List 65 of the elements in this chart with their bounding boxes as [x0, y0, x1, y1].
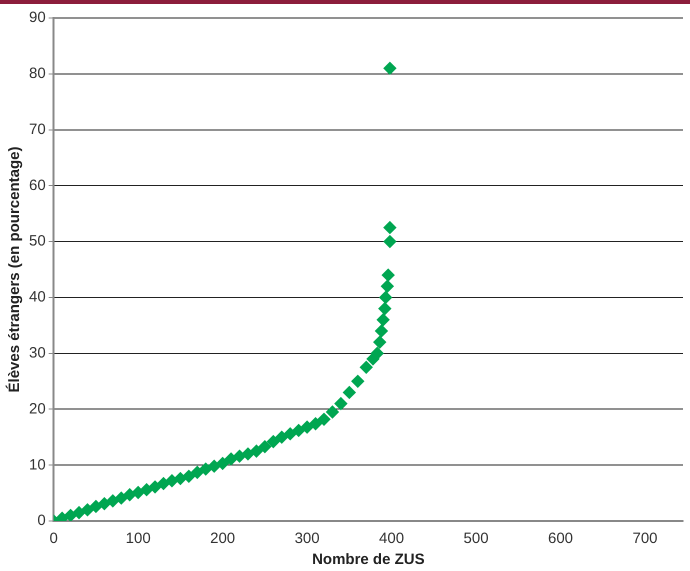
- x-tick-label: 0: [50, 530, 58, 548]
- point: [383, 62, 396, 75]
- point: [208, 460, 221, 473]
- x-axis-title: Nombre de ZUS: [312, 551, 425, 568]
- point: [373, 336, 386, 349]
- point: [382, 268, 395, 282]
- y-tick-label: 10: [28, 456, 46, 474]
- point: [140, 483, 154, 496]
- point: [182, 470, 196, 483]
- y-tick-label: 50: [28, 232, 46, 250]
- point: [174, 472, 187, 486]
- x-tick-label: 500: [464, 530, 489, 548]
- point: [342, 386, 356, 399]
- point: [317, 412, 330, 426]
- point: [216, 456, 230, 470]
- x-tick-label: 400: [379, 530, 404, 548]
- point: [376, 313, 390, 326]
- y-tick-label: 90: [28, 9, 46, 26]
- point: [334, 397, 348, 410]
- point: [148, 480, 162, 494]
- x-tick-label: 700: [632, 530, 658, 548]
- y-tick-label: 40: [28, 288, 46, 306]
- y-tick-label: 80: [28, 65, 46, 82]
- x-tick-label: 300: [294, 530, 320, 548]
- point: [383, 221, 396, 234]
- x-tick-label: 200: [210, 530, 236, 548]
- point: [275, 430, 288, 444]
- x-tick-label: 600: [548, 530, 574, 548]
- point: [374, 324, 388, 338]
- point: [383, 235, 396, 248]
- point: [233, 450, 246, 463]
- point: [351, 374, 364, 388]
- point: [64, 508, 78, 521]
- point: [258, 440, 272, 454]
- y-axis-title: Élèves étrangers (en pourcentage): [5, 146, 24, 392]
- point: [241, 447, 254, 460]
- point: [250, 444, 263, 458]
- y-tick-label: 60: [28, 176, 46, 194]
- point: [106, 494, 120, 508]
- y-tick-label: 20: [28, 400, 46, 418]
- point: [190, 466, 204, 479]
- point: [266, 435, 280, 448]
- x-tick-label: 100: [126, 530, 151, 548]
- point: [165, 474, 178, 488]
- y-tick-label: 30: [28, 344, 46, 362]
- point: [360, 360, 373, 374]
- point: [157, 477, 170, 490]
- point: [89, 500, 102, 513]
- point: [326, 406, 339, 419]
- point: [380, 280, 394, 293]
- point: [80, 503, 94, 516]
- point: [72, 506, 86, 520]
- point: [132, 486, 145, 499]
- point: [379, 290, 392, 304]
- point: [300, 420, 314, 434]
- y-tick-label: 70: [28, 120, 46, 138]
- point: [224, 452, 238, 466]
- point: [114, 492, 128, 505]
- point: [370, 346, 384, 360]
- point: [284, 427, 297, 440]
- point: [378, 302, 392, 316]
- point: [292, 424, 306, 437]
- point: [309, 417, 322, 430]
- point: [98, 497, 111, 510]
- y-tick-label: 0: [37, 512, 46, 530]
